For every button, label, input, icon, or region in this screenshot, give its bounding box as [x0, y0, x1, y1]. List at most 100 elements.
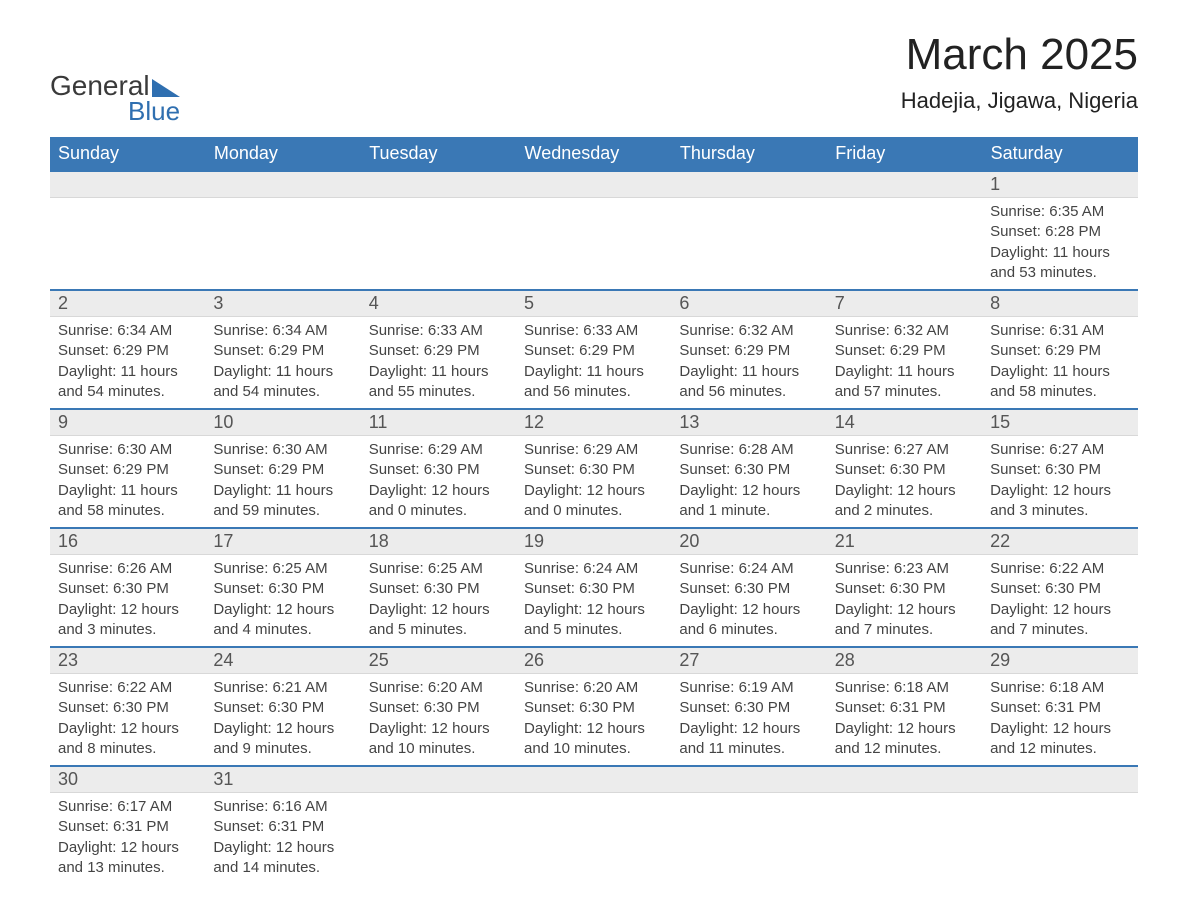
sunset-text: Sunset: 6:31 PM [58, 817, 197, 837]
daylight-text: Daylight: 12 hours and 8 minutes. [58, 719, 197, 760]
daylight-text: Daylight: 11 hours and 53 minutes. [990, 243, 1129, 284]
header: General Blue March 2025 Hadejia, Jigawa,… [50, 30, 1138, 127]
day-cell: Sunrise: 6:21 AMSunset: 6:30 PMDaylight:… [205, 674, 360, 767]
day-number-row: 23242526272829 [50, 647, 1138, 674]
day-number [516, 766, 671, 793]
sunset-text: Sunset: 6:30 PM [835, 579, 974, 599]
sunset-text: Sunset: 6:30 PM [58, 579, 197, 599]
sunrise-text: Sunrise: 6:32 AM [679, 321, 818, 341]
sunset-text: Sunset: 6:31 PM [213, 817, 352, 837]
day-number: 19 [516, 528, 671, 555]
day-number: 24 [205, 647, 360, 674]
sunset-text: Sunset: 6:30 PM [990, 460, 1129, 480]
day-cell [50, 198, 205, 291]
day-number: 27 [671, 647, 826, 674]
day-number: 11 [361, 409, 516, 436]
day-number: 26 [516, 647, 671, 674]
daylight-text: Daylight: 11 hours and 55 minutes. [369, 362, 508, 403]
daylight-text: Daylight: 12 hours and 12 minutes. [835, 719, 974, 760]
sunrise-text: Sunrise: 6:33 AM [369, 321, 508, 341]
sunrise-text: Sunrise: 6:29 AM [369, 440, 508, 460]
daylight-text: Daylight: 12 hours and 0 minutes. [524, 481, 663, 522]
day-cell: Sunrise: 6:18 AMSunset: 6:31 PMDaylight:… [982, 674, 1137, 767]
day-cell [827, 793, 982, 885]
sunrise-text: Sunrise: 6:30 AM [213, 440, 352, 460]
daylight-text: Daylight: 12 hours and 14 minutes. [213, 838, 352, 879]
day-cell: Sunrise: 6:23 AMSunset: 6:30 PMDaylight:… [827, 555, 982, 648]
day-cell: Sunrise: 6:30 AMSunset: 6:29 PMDaylight:… [50, 436, 205, 529]
sunset-text: Sunset: 6:31 PM [990, 698, 1129, 718]
day-detail-row: Sunrise: 6:26 AMSunset: 6:30 PMDaylight:… [50, 555, 1138, 648]
weekday-header: Sunday [50, 137, 205, 171]
sunset-text: Sunset: 6:29 PM [369, 341, 508, 361]
daylight-text: Daylight: 12 hours and 9 minutes. [213, 719, 352, 760]
sunrise-text: Sunrise: 6:19 AM [679, 678, 818, 698]
logo-triangle-icon [152, 79, 180, 97]
day-cell [671, 198, 826, 291]
day-cell: Sunrise: 6:22 AMSunset: 6:30 PMDaylight:… [50, 674, 205, 767]
day-number: 9 [50, 409, 205, 436]
sunset-text: Sunset: 6:30 PM [524, 579, 663, 599]
daylight-text: Daylight: 12 hours and 13 minutes. [58, 838, 197, 879]
sunset-text: Sunset: 6:30 PM [524, 698, 663, 718]
sunrise-text: Sunrise: 6:28 AM [679, 440, 818, 460]
day-cell: Sunrise: 6:20 AMSunset: 6:30 PMDaylight:… [361, 674, 516, 767]
sunrise-text: Sunrise: 6:25 AM [369, 559, 508, 579]
day-number: 22 [982, 528, 1137, 555]
sunrise-text: Sunrise: 6:27 AM [835, 440, 974, 460]
day-cell: Sunrise: 6:32 AMSunset: 6:29 PMDaylight:… [827, 317, 982, 410]
weekday-header: Thursday [671, 137, 826, 171]
daylight-text: Daylight: 12 hours and 5 minutes. [369, 600, 508, 641]
day-cell: Sunrise: 6:30 AMSunset: 6:29 PMDaylight:… [205, 436, 360, 529]
day-number: 20 [671, 528, 826, 555]
daylight-text: Daylight: 12 hours and 10 minutes. [524, 719, 663, 760]
day-number: 30 [50, 766, 205, 793]
sunrise-text: Sunrise: 6:30 AM [58, 440, 197, 460]
daylight-text: Daylight: 11 hours and 56 minutes. [524, 362, 663, 403]
day-number [827, 766, 982, 793]
day-cell: Sunrise: 6:29 AMSunset: 6:30 PMDaylight:… [361, 436, 516, 529]
daylight-text: Daylight: 12 hours and 3 minutes. [58, 600, 197, 641]
day-number: 17 [205, 528, 360, 555]
daylight-text: Daylight: 11 hours and 54 minutes. [213, 362, 352, 403]
day-detail-row: Sunrise: 6:17 AMSunset: 6:31 PMDaylight:… [50, 793, 1138, 885]
day-cell [205, 198, 360, 291]
location: Hadejia, Jigawa, Nigeria [901, 88, 1138, 114]
sunrise-text: Sunrise: 6:21 AM [213, 678, 352, 698]
day-number: 18 [361, 528, 516, 555]
day-cell: Sunrise: 6:32 AMSunset: 6:29 PMDaylight:… [671, 317, 826, 410]
day-cell: Sunrise: 6:19 AMSunset: 6:30 PMDaylight:… [671, 674, 826, 767]
sunset-text: Sunset: 6:30 PM [990, 579, 1129, 599]
day-number: 12 [516, 409, 671, 436]
daylight-text: Daylight: 11 hours and 58 minutes. [990, 362, 1129, 403]
daylight-text: Daylight: 12 hours and 12 minutes. [990, 719, 1129, 760]
sunset-text: Sunset: 6:30 PM [679, 698, 818, 718]
sunrise-text: Sunrise: 6:32 AM [835, 321, 974, 341]
day-number-row: 3031 [50, 766, 1138, 793]
day-number [361, 766, 516, 793]
sunset-text: Sunset: 6:30 PM [679, 579, 818, 599]
sunset-text: Sunset: 6:29 PM [58, 341, 197, 361]
sunrise-text: Sunrise: 6:24 AM [679, 559, 818, 579]
day-cell: Sunrise: 6:29 AMSunset: 6:30 PMDaylight:… [516, 436, 671, 529]
day-number [671, 171, 826, 198]
day-cell: Sunrise: 6:16 AMSunset: 6:31 PMDaylight:… [205, 793, 360, 885]
day-cell: Sunrise: 6:33 AMSunset: 6:29 PMDaylight:… [361, 317, 516, 410]
day-number: 16 [50, 528, 205, 555]
sunrise-text: Sunrise: 6:33 AM [524, 321, 663, 341]
day-number: 14 [827, 409, 982, 436]
day-cell [361, 198, 516, 291]
day-number [361, 171, 516, 198]
daylight-text: Daylight: 11 hours and 59 minutes. [213, 481, 352, 522]
day-number: 23 [50, 647, 205, 674]
title-block: March 2025 Hadejia, Jigawa, Nigeria [901, 30, 1138, 114]
day-number [50, 171, 205, 198]
daylight-text: Daylight: 11 hours and 58 minutes. [58, 481, 197, 522]
sunrise-text: Sunrise: 6:25 AM [213, 559, 352, 579]
day-number-row: 16171819202122 [50, 528, 1138, 555]
day-number [671, 766, 826, 793]
sunrise-text: Sunrise: 6:17 AM [58, 797, 197, 817]
day-cell: Sunrise: 6:22 AMSunset: 6:30 PMDaylight:… [982, 555, 1137, 648]
day-number [516, 171, 671, 198]
day-number: 31 [205, 766, 360, 793]
